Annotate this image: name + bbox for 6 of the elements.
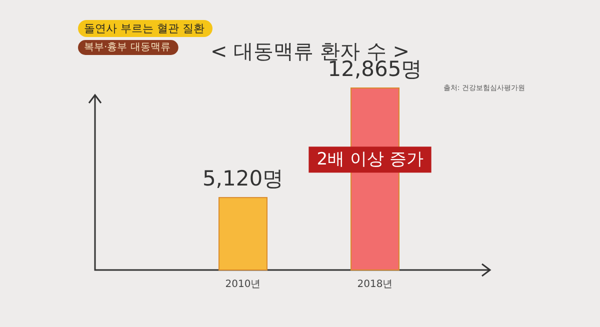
x-tick-label: 2010년 xyxy=(225,279,261,290)
annotation: 2배 이상 증가 xyxy=(316,150,424,170)
text: 돌연사 부르는 혈관 질환 xyxy=(84,22,204,35)
data-label: 5,120명 xyxy=(202,166,284,191)
text: 복부·흉부 대동맥류 xyxy=(84,42,170,53)
x-tick-label: 2018년 xyxy=(357,279,393,290)
